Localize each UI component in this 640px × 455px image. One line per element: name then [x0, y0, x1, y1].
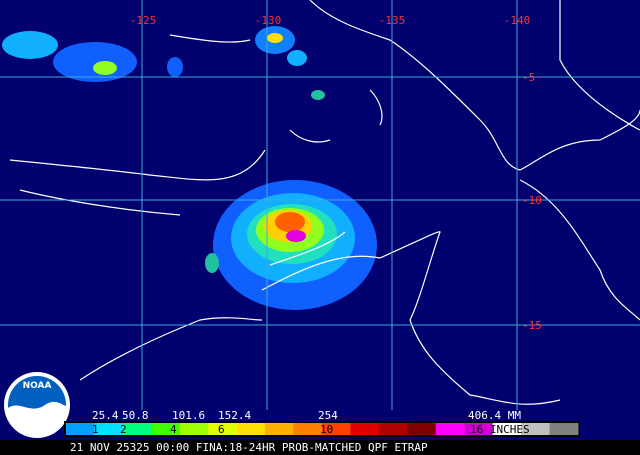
colorbar-swatch: [122, 423, 152, 435]
inch-label: 2: [120, 423, 127, 436]
precip: [2, 26, 377, 310]
colorbar-swatch: [350, 423, 380, 435]
colorbar-swatch: [549, 423, 579, 435]
footer-text: 21 NOV 25325 00:00 FINA:18-24HR PROB-MAT…: [70, 441, 428, 454]
colorbar: 25.4 50.8 101.6 152.4 254 406.4 MM 1 2 4 6 10 16 IN…: [64, 409, 580, 437]
colorbar-swatch: [521, 423, 551, 435]
colorbar-swatch: [322, 423, 351, 435]
grid-labels: -125 -130 -135 -140 -5 -10 -15: [130, 14, 542, 332]
noaa-logo: NOAA: [4, 372, 70, 438]
colorbar-swatch: [66, 423, 95, 435]
mm-label: 25.4: [92, 409, 119, 422]
mm-label: 50.8: [122, 409, 149, 422]
latitude-label: -10: [522, 194, 542, 207]
coastlines: [9, 0, 640, 405]
colorbar-swatch: [435, 423, 465, 435]
longitude-label: -130: [255, 14, 282, 27]
longitude-label: -140: [504, 14, 531, 27]
mm-label: 254: [318, 409, 338, 422]
inch-label: 1: [92, 423, 99, 436]
longitude-label: -135: [379, 14, 406, 27]
latitude-label: -5: [522, 71, 535, 84]
inch-label: 16 INCHES: [470, 423, 530, 436]
mm-label: 406.4 MM: [468, 409, 521, 422]
colorbar-swatch: [464, 423, 494, 435]
colorbar-swatch: [236, 423, 266, 435]
inch-label: 6: [218, 423, 225, 436]
graticule: [0, 0, 640, 410]
colorbar-swatch: [293, 423, 323, 435]
colorbar-swatch: [94, 423, 124, 435]
latitude-label: -15: [522, 319, 542, 332]
inch-label: 10: [320, 423, 333, 436]
colorbar-swatch: [492, 423, 522, 435]
colorbar-swatch: [265, 423, 295, 435]
mm-label: 101.6: [172, 409, 205, 422]
logo-text: NOAA: [23, 381, 52, 391]
footer-bar: [0, 440, 640, 455]
mm-label: 152.4: [218, 409, 251, 422]
longitude-label: -125: [130, 14, 157, 27]
colorbar-swatch: [208, 423, 238, 435]
colorbar-swatch: [378, 423, 408, 435]
colorbar-swatch: [407, 423, 437, 435]
colorbar-swatch: [179, 423, 209, 435]
colorbar-swatch: [151, 423, 181, 435]
inch-label: 4: [170, 423, 177, 436]
